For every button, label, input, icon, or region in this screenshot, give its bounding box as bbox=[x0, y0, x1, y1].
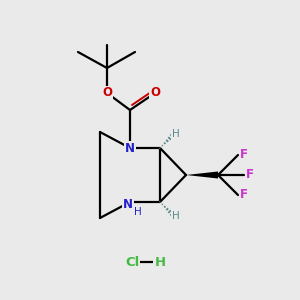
Text: F: F bbox=[240, 188, 248, 202]
Text: H: H bbox=[134, 207, 142, 217]
Text: H: H bbox=[172, 211, 180, 221]
Text: O: O bbox=[102, 86, 112, 100]
Text: H: H bbox=[154, 256, 166, 268]
Polygon shape bbox=[186, 172, 218, 178]
Text: F: F bbox=[246, 169, 254, 182]
Text: N: N bbox=[125, 142, 135, 154]
Text: Cl: Cl bbox=[125, 256, 139, 268]
Text: H: H bbox=[172, 129, 180, 139]
Text: F: F bbox=[240, 148, 248, 161]
Text: O: O bbox=[150, 86, 160, 100]
Text: N: N bbox=[123, 197, 133, 211]
